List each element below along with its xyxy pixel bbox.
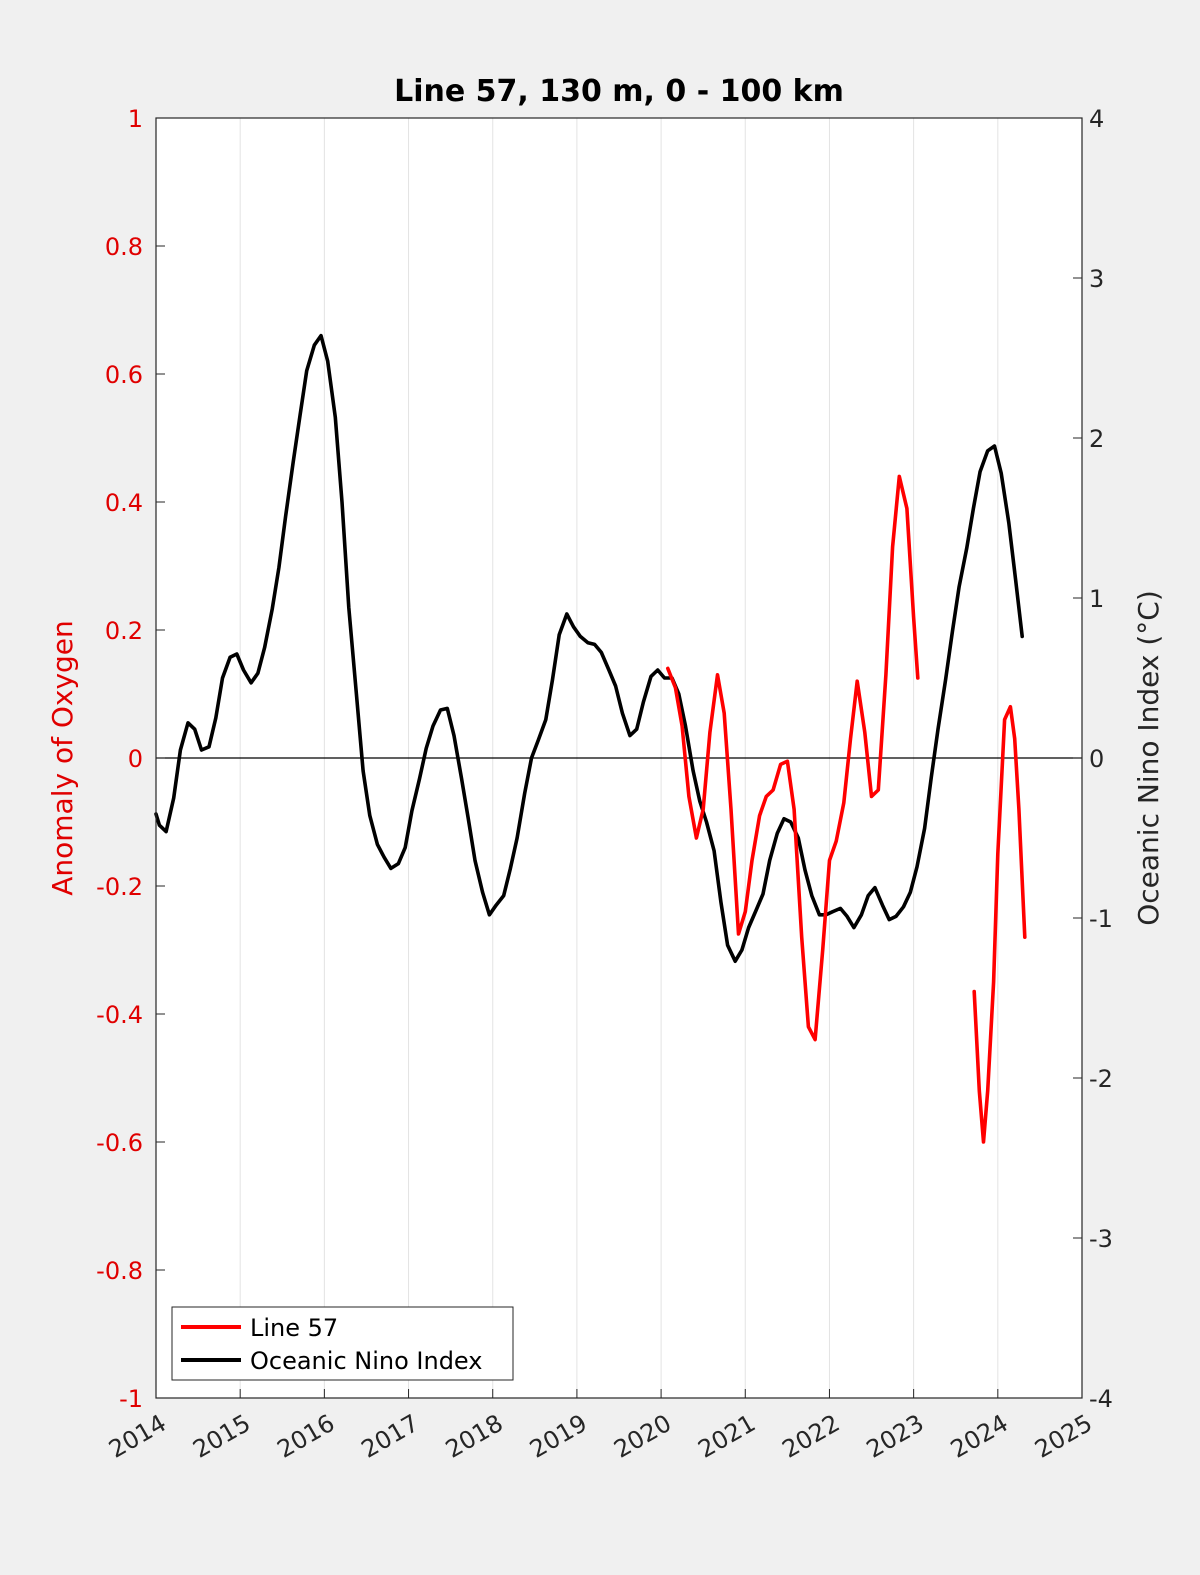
x-tick-label: 2019: [525, 1409, 592, 1464]
legend-label-oni: Oceanic Nino Index: [250, 1347, 482, 1375]
x-tick-label: 2017: [357, 1409, 424, 1464]
x-tick-label: 2016: [272, 1409, 339, 1464]
x-tick-label: 2014: [104, 1409, 171, 1464]
y-axis-left-label: Anomaly of Oxygen: [46, 620, 79, 896]
legend-box: [171, 1306, 514, 1381]
y-left-tick-label: 0.4: [105, 489, 143, 517]
x-tick-label: 2024: [946, 1409, 1013, 1464]
y-right-tick-label: -2: [1089, 1065, 1113, 1093]
y-right-tick-label: 3: [1089, 265, 1104, 293]
chart-title: Line 57, 130 m, 0 - 100 km: [394, 74, 844, 109]
y-left-tick-label: -0.8: [96, 1257, 143, 1285]
y-right-tick-label: 4: [1089, 105, 1104, 133]
y-left-tick-label: -1: [119, 1385, 143, 1413]
legend-label-line57: Line 57: [250, 1314, 338, 1342]
series-oni-segment-0: [154, 333, 1024, 963]
x-tick-label: 2020: [609, 1409, 676, 1464]
legend: Line 57 Oceanic Nino Index: [171, 1306, 514, 1381]
x-tick-label: 2023: [862, 1409, 929, 1464]
y-left-tick-label: 1: [128, 105, 143, 133]
series-layer: [154, 333, 1027, 1144]
y-left-tick-label: 0.2: [105, 617, 143, 645]
y-right-tick-label: -3: [1089, 1225, 1113, 1253]
y-axis-right-label: Oceanic Nino Index (°C): [1132, 590, 1165, 926]
x-tick-label: 2015: [188, 1409, 255, 1464]
y-right-tick-label: -4: [1089, 1385, 1113, 1413]
y-right-tick-label: -1: [1089, 905, 1113, 933]
x-tick-label: 2022: [778, 1409, 845, 1464]
y-left-tick-label: 0.6: [105, 361, 143, 389]
y-left-tick-label: -0.6: [96, 1129, 143, 1157]
x-tick-label: 2021: [693, 1409, 760, 1464]
y-left-tick-label: 0.8: [105, 233, 143, 261]
y-left-tick-label: -0.2: [96, 873, 143, 901]
series-line57-segment-0: [666, 474, 920, 1042]
y-left-tick-label: 0: [128, 745, 143, 773]
x-tick-label: 2018: [441, 1409, 508, 1464]
y-left-tick-label: -0.4: [96, 1001, 143, 1029]
y-right-tick-label: 2: [1089, 425, 1104, 453]
y-right-tick-label: 0: [1089, 745, 1104, 773]
y-right-tick-label: 1: [1089, 585, 1104, 613]
x-tick-label: 2025: [1030, 1409, 1097, 1464]
series-line57-segment-1: [972, 705, 1027, 1144]
